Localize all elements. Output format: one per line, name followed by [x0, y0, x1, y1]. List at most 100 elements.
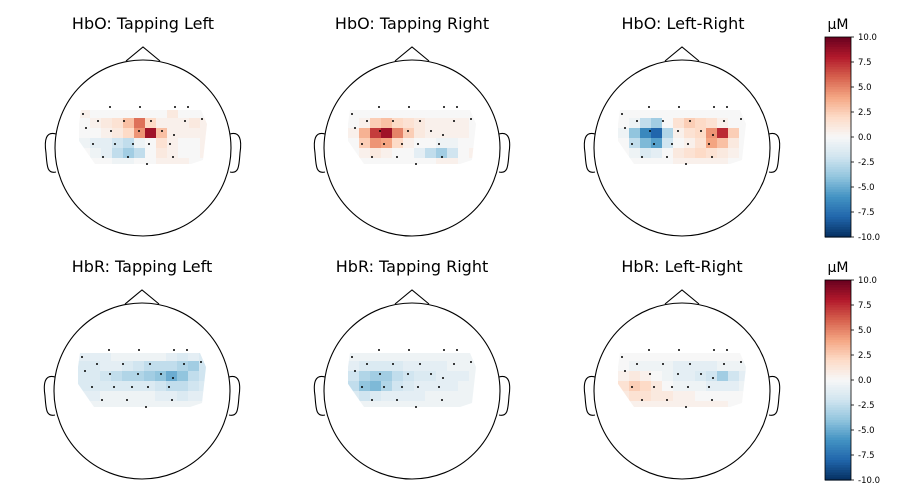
sensor-dot	[419, 363, 421, 365]
heatmap-cell	[414, 110, 426, 119]
colorbar-segment	[825, 422, 851, 426]
colorbar-segment	[825, 455, 851, 459]
colorbar-segment	[825, 234, 851, 238]
heatmap-cell	[662, 158, 674, 164]
colorbar-segment	[825, 209, 851, 213]
sensor-dot	[113, 386, 115, 388]
heatmap-cell	[618, 110, 630, 119]
heatmap-cell	[79, 110, 91, 119]
heatmap-cell	[673, 381, 685, 392]
topomap-panel	[583, 46, 781, 237]
sensor-dot	[441, 399, 443, 401]
heatmap-cell	[199, 371, 206, 382]
heatmap-cell	[112, 128, 124, 139]
heatmap-cell	[436, 148, 448, 159]
left-ear-outline	[583, 132, 596, 173]
sensor-dot	[453, 120, 455, 122]
colorbar-segment	[825, 114, 851, 118]
heatmap-cell	[673, 401, 685, 407]
heatmap-cell	[458, 353, 470, 362]
heatmap-cell	[436, 128, 448, 139]
heatmap-cell	[79, 138, 91, 149]
sensor-dot	[201, 118, 203, 120]
heatmap-cell	[370, 391, 382, 402]
title-hbr-tapping-left: HbR: Tapping Left	[72, 257, 212, 276]
heatmap-cell	[618, 381, 630, 392]
sensor-dot	[161, 130, 163, 132]
heatmap-cell	[122, 361, 134, 372]
colorbar-segment	[825, 134, 851, 138]
heatmap-cell	[359, 128, 371, 139]
colorbar-segment	[825, 157, 851, 161]
sensor-dot	[92, 143, 94, 145]
heatmap-cell	[381, 158, 393, 164]
sensor-dot	[109, 373, 111, 375]
sensor-dot	[653, 386, 655, 388]
sensor-dot	[168, 386, 170, 388]
sensor-dot	[641, 399, 643, 401]
colorbar-tick-label: 7.5	[858, 58, 872, 68]
heatmap-cell	[177, 371, 189, 382]
heatmap-cell	[403, 138, 415, 149]
heatmap-cell	[392, 391, 404, 402]
heatmap-cell	[370, 158, 382, 164]
heatmap-cell	[392, 128, 404, 139]
left-ear-outline	[583, 375, 596, 416]
heatmap-cell	[458, 138, 470, 149]
colorbar-segment	[825, 322, 851, 326]
heatmap-cell	[145, 148, 157, 159]
sensor-dot	[726, 349, 728, 351]
sensor-dot	[677, 130, 679, 132]
colorbar-segment	[825, 89, 851, 93]
heatmap-cell	[469, 381, 476, 392]
sensor-dot	[126, 399, 128, 401]
colorbar-segment	[825, 305, 851, 309]
heatmap-cell	[414, 128, 426, 139]
topomap-panel	[44, 46, 242, 237]
colorbar-segment	[825, 169, 851, 173]
heatmap-cell	[392, 353, 404, 362]
colorbar-segment	[825, 432, 851, 436]
heatmap-cell	[122, 353, 134, 362]
colorbar-segment	[825, 57, 851, 61]
heatmap-cell	[629, 128, 641, 139]
sensor-dot	[430, 130, 432, 132]
colorbar-segment	[825, 39, 851, 43]
sensor-dot	[641, 156, 643, 158]
heatmap-cell	[348, 381, 360, 392]
heatmap-cell	[166, 361, 178, 372]
heatmap-cell	[134, 128, 146, 139]
heatmap-cell	[112, 158, 124, 164]
colorbar-segment	[825, 222, 851, 226]
colorbar-segment	[825, 127, 851, 131]
heatmap-cell	[662, 371, 674, 382]
colorbar-segment	[825, 407, 851, 411]
sensor-dot	[711, 156, 713, 158]
colorbar-segment	[825, 124, 851, 128]
heatmap-cell	[359, 371, 371, 382]
heatmap-cell	[122, 391, 134, 402]
sensor-dot	[146, 163, 148, 165]
colorbar-segment	[825, 149, 851, 153]
colorbar-segment	[825, 435, 851, 439]
sensor-dot	[415, 406, 417, 408]
sensor-dot	[678, 106, 680, 108]
heatmap-cell	[200, 138, 207, 149]
sensor-dot	[666, 156, 668, 158]
colorbar-segment	[825, 302, 851, 306]
heatmap-cell	[706, 110, 718, 119]
heatmap-cell	[640, 353, 652, 362]
heatmap-cell	[166, 353, 178, 362]
sensor-dot	[415, 163, 417, 165]
heatmap-cell	[717, 381, 729, 392]
colorbar-segment	[825, 214, 851, 218]
heatmap-cell	[706, 353, 718, 362]
heatmap-cell	[447, 371, 459, 382]
colorbar-segment	[825, 37, 851, 41]
colorbar-segment	[825, 290, 851, 294]
colorbar-segment	[825, 172, 851, 176]
heatmap-cell	[447, 128, 459, 139]
heatmap-cell	[706, 391, 718, 402]
sensor-dot	[200, 361, 202, 363]
heatmap-cell	[123, 128, 135, 139]
